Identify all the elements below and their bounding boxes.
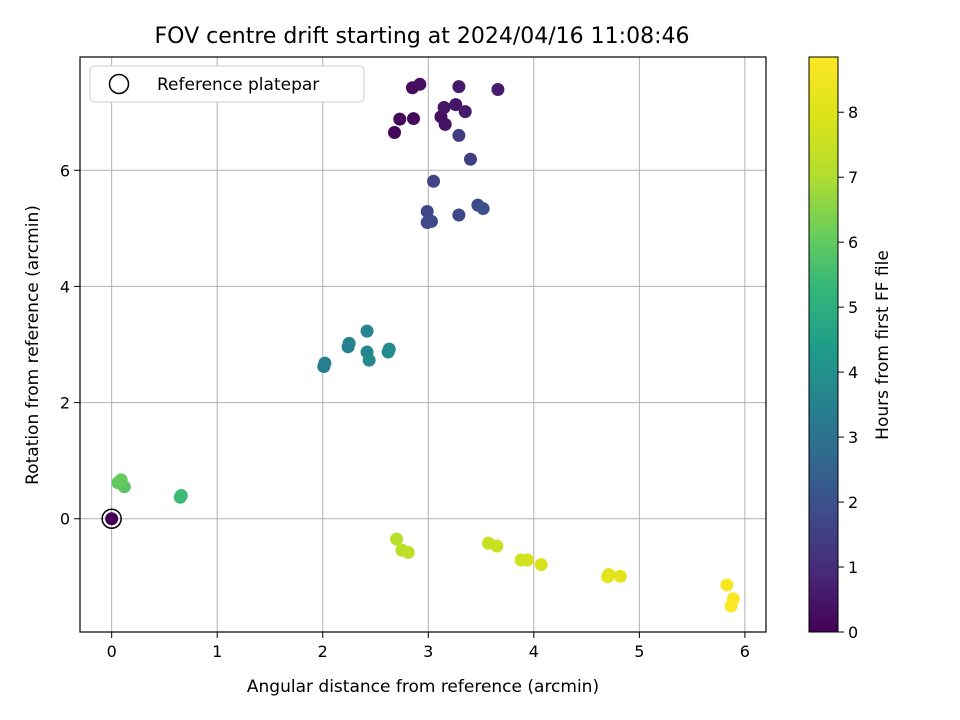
scatter-point — [105, 512, 119, 526]
scatter-point — [613, 569, 627, 583]
x-tick-label: 0 — [107, 642, 117, 661]
colorbar-tick-label: 1 — [848, 558, 858, 577]
reference-marker-group — [101, 508, 122, 529]
scatter-point — [437, 101, 451, 115]
scatter-point — [438, 117, 452, 131]
scatter-point — [413, 77, 427, 91]
colorbar-ticks: 0 1 2 3 4 5 6 7 8 — [838, 103, 858, 642]
colorbar-tick-label: 5 — [848, 298, 858, 317]
x-tick-label: 6 — [740, 642, 750, 661]
legend: Reference platepar — [89, 65, 365, 103]
scatter-point — [420, 204, 434, 218]
scatter-point — [407, 112, 421, 126]
scatter-point — [452, 128, 466, 142]
scatter-point — [491, 83, 505, 97]
scatter-point — [476, 202, 490, 216]
scatter-point — [452, 208, 466, 222]
scatter-point — [490, 539, 504, 553]
x-tick-label: 2 — [318, 642, 328, 661]
scatter-point — [388, 126, 402, 140]
scatter-point — [393, 112, 407, 126]
x-axis-label: Angular distance from reference (arcmin) — [247, 677, 599, 697]
y-axis-ticks: 0 2 4 6 — [60, 161, 80, 529]
colorbar-tick-label: 0 — [848, 623, 858, 642]
scatter-point — [382, 342, 396, 356]
x-tick-label: 5 — [634, 642, 644, 661]
scatter-point — [174, 489, 188, 503]
colorbar-tick-label: 4 — [848, 363, 858, 382]
scatter-point — [318, 356, 332, 370]
scatter-point — [360, 324, 374, 338]
colorbar-tick-label: 3 — [848, 428, 858, 447]
scatter-point — [720, 578, 734, 592]
scatter-point — [458, 105, 472, 119]
x-tick-label: 1 — [212, 642, 222, 661]
scatter-point — [424, 214, 438, 228]
colorbar-tick-label: 6 — [848, 233, 858, 252]
reference-platepar-marker — [101, 508, 122, 529]
colorbar-tick-label: 8 — [848, 103, 858, 122]
x-axis-ticks: 0 1 2 3 4 5 6 — [107, 632, 750, 661]
grid — [80, 57, 766, 632]
y-tick-label: 2 — [60, 394, 70, 413]
y-tick-label: 0 — [60, 510, 70, 529]
scatter-point — [520, 553, 534, 567]
x-tick-label: 4 — [529, 642, 539, 661]
colorbar-label: Hours from first FF file — [873, 250, 893, 440]
colorbar-gradient — [808, 56, 839, 633]
colorbar-tick-label: 7 — [848, 168, 858, 187]
y-tick-label: 4 — [60, 277, 70, 296]
colorbar: 0 1 2 3 4 5 6 7 8 Hours from first FF file — [808, 56, 893, 642]
scatter-point — [463, 152, 477, 166]
legend-label: Reference platepar — [157, 75, 319, 95]
scatter-point — [534, 558, 548, 572]
scatter-point — [427, 174, 441, 188]
scatter-point — [602, 568, 616, 581]
scatter-point — [390, 532, 404, 546]
scatter-point — [362, 353, 376, 367]
scatter-point — [724, 599, 738, 613]
chart-title: FOV centre drift starting at 2024/04/16 … — [155, 24, 690, 49]
y-tick-label: 6 — [60, 161, 70, 180]
legend-reference-marker-icon — [108, 73, 130, 95]
scatter-point — [401, 545, 415, 559]
x-tick-label: 3 — [423, 642, 433, 661]
data-points — [105, 77, 740, 613]
plot-frame — [79, 56, 767, 633]
scatter-point — [114, 473, 128, 487]
scatter-point — [449, 98, 463, 112]
scatter-point — [452, 80, 466, 94]
legend-box — [89, 65, 365, 103]
colorbar-tick-label: 2 — [848, 493, 858, 512]
scatter-point — [342, 336, 356, 350]
y-axis-label: Rotation from reference (arcmin) — [23, 205, 43, 485]
